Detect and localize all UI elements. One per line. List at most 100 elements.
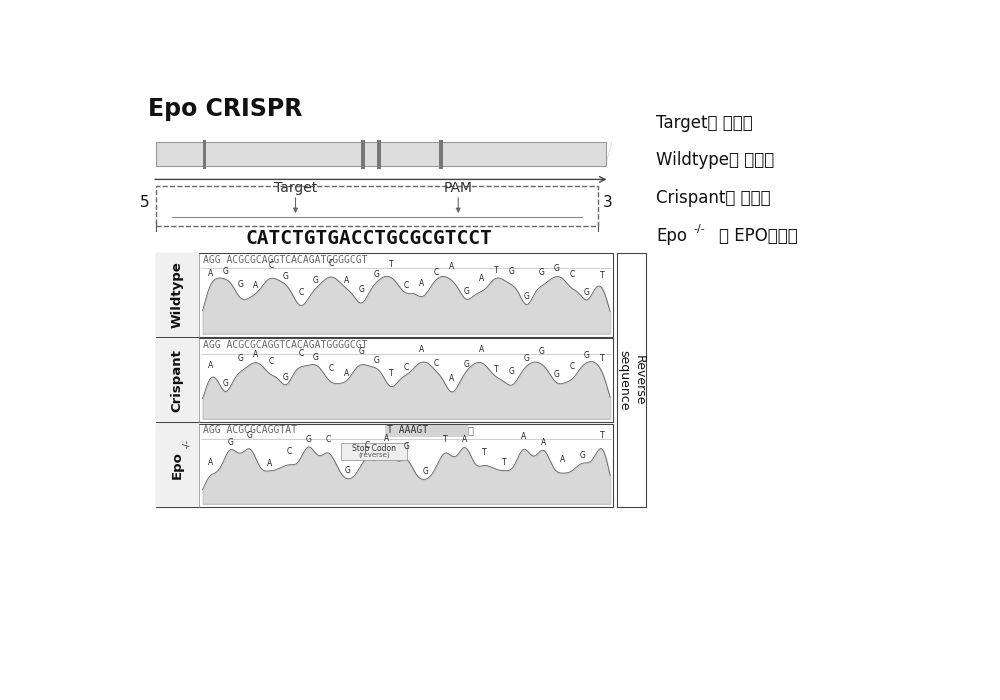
Text: Crispant： 嵌合体: Crispant： 嵌合体 (656, 189, 770, 207)
Text: C: C (268, 260, 273, 270)
Text: G: G (358, 347, 364, 356)
Text: A: A (208, 361, 213, 370)
Bar (385, 425, 468, 437)
Text: A: A (208, 458, 213, 468)
Bar (361, 139, 365, 169)
Text: C: C (404, 281, 409, 290)
Text: G: G (223, 267, 229, 276)
Text: A: A (267, 458, 272, 468)
Text: G: G (313, 353, 319, 362)
Text: Epo: Epo (170, 452, 183, 480)
Text: G: G (509, 267, 515, 276)
Text: C: C (434, 267, 439, 276)
Text: C: C (298, 349, 304, 358)
Text: G: G (539, 346, 545, 356)
Bar (156, 424, 199, 507)
Text: Target: Target (274, 181, 317, 195)
Text: C: C (434, 358, 439, 368)
Bar (156, 338, 613, 422)
Text: G: G (306, 435, 311, 444)
Text: G: G (464, 360, 469, 369)
Text: ．: ． (467, 425, 473, 435)
Text: T: T (600, 431, 604, 440)
Text: C: C (569, 270, 575, 279)
Bar (156, 253, 613, 337)
Text: A: A (449, 374, 454, 383)
Text: -/-: -/- (693, 224, 705, 234)
Text: A: A (253, 351, 258, 359)
Text: T: T (443, 435, 448, 444)
Text: -/-: -/- (182, 440, 192, 448)
Text: 3: 3 (602, 195, 612, 210)
Bar (439, 139, 443, 169)
Text: Wildtype： 野生型: Wildtype： 野生型 (656, 151, 774, 169)
Text: A: A (479, 345, 484, 354)
Text: G: G (554, 370, 560, 379)
Text: G: G (524, 354, 530, 363)
Text: G: G (509, 368, 515, 377)
Text: G: G (524, 293, 530, 301)
Text: G: G (403, 442, 409, 451)
Text: A: A (384, 435, 389, 443)
Text: T AAAGT: T AAAGT (387, 425, 428, 435)
Text: A: A (343, 369, 349, 378)
Text: C: C (365, 442, 370, 450)
Text: T: T (389, 369, 394, 378)
Text: G: G (358, 286, 364, 295)
Text: A: A (343, 276, 349, 285)
Text: A: A (560, 456, 565, 464)
Text: CATCTGTGACCTGCGCGTCCT: CATCTGTGACCTGCGCGTCCT (246, 229, 492, 248)
Bar (377, 139, 381, 169)
Text: G: G (539, 268, 545, 277)
Text: Stop Codon: Stop Codon (352, 444, 396, 454)
Text: AGG ACGCGCAGGTAT: AGG ACGCGCAGGTAT (203, 425, 297, 435)
Text: A: A (208, 269, 213, 278)
Text: G: G (223, 379, 229, 389)
Text: G: G (423, 467, 429, 476)
Text: C: C (268, 356, 273, 365)
Text: G: G (313, 276, 319, 286)
Bar (156, 424, 613, 507)
Text: (reverse): (reverse) (358, 452, 390, 458)
Text: A: A (449, 262, 454, 271)
Text: G: G (579, 451, 585, 460)
Text: T: T (600, 271, 604, 279)
Text: G: G (238, 280, 244, 289)
Text: T: T (494, 266, 499, 275)
Bar (202, 139, 206, 169)
Text: G: G (554, 265, 560, 274)
Bar (156, 186, 598, 226)
Bar (617, 253, 646, 507)
Text: C: C (286, 447, 292, 456)
Text: Reverse
sequence: Reverse sequence (617, 350, 645, 410)
Text: G: G (247, 431, 253, 440)
Text: Crispant: Crispant (170, 349, 183, 412)
Text: T: T (494, 365, 499, 374)
Text: Target： 靶序列: Target： 靶序列 (656, 113, 753, 132)
Bar (156, 142, 606, 166)
Text: G: G (464, 287, 469, 296)
Text: A: A (419, 279, 424, 288)
Text: G: G (283, 272, 289, 281)
Text: Epo: Epo (656, 227, 687, 245)
Text: AGG ACGCGCAGGTCACAGATGGGGCGT: AGG ACGCGCAGGTCACAGATGGGGCGT (203, 255, 368, 265)
Text: C: C (328, 364, 334, 373)
Text: G: G (238, 354, 244, 363)
Text: 5: 5 (140, 195, 150, 210)
Text: ： EPO纯合子: ： EPO纯合子 (719, 227, 798, 245)
Text: A: A (419, 345, 424, 354)
Text: T: T (482, 448, 487, 457)
Text: G: G (584, 351, 590, 360)
Text: C: C (298, 288, 304, 297)
Text: A: A (253, 281, 258, 290)
Text: Epo CRISPR: Epo CRISPR (148, 97, 303, 122)
Text: T: T (389, 260, 394, 269)
Text: AGG ACGCGCAGGTCACAGATGGGGCGT: AGG ACGCGCAGGTCACAGATGGGGCGT (203, 340, 368, 350)
Text: A: A (479, 274, 484, 283)
Text: G: G (373, 270, 379, 279)
Text: T: T (502, 458, 506, 468)
Text: Wildtype: Wildtype (170, 262, 183, 328)
Text: G: G (584, 288, 590, 297)
Text: C: C (404, 363, 409, 372)
Bar (341, 443, 407, 460)
